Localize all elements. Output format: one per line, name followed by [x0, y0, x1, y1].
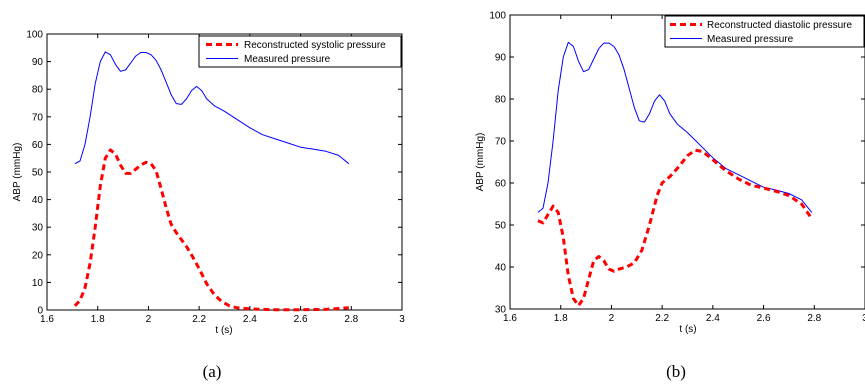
y-tick-label: 100: [26, 30, 43, 41]
y-tick-label: 30: [495, 305, 507, 316]
x-tick-label: 2.6: [757, 313, 771, 324]
x-tick-label: 3: [399, 314, 405, 325]
x-tick-label: 1.6: [40, 314, 54, 325]
x-axis-label-a: t (s): [215, 325, 232, 336]
series-line-reconstructed-a: [73, 148, 349, 312]
plot-area-b: [509, 14, 865, 310]
y-tick-label: 0: [37, 306, 43, 317]
legend-box-a: [198, 35, 402, 68]
x-tick-label: 2.4: [706, 313, 720, 324]
legend-label-measured-b: Measured pressure: [707, 34, 794, 45]
y-tick-label: 70: [32, 112, 44, 123]
x-tick-label: 2.8: [807, 313, 821, 324]
panel-caption-b: (b): [666, 362, 686, 381]
x-tick-label: 2.6: [294, 314, 308, 325]
y-tick-label: 100: [489, 11, 506, 22]
chart-panel-b: 1.6 1.8 2 2.2 2.4 2.6 2.8 3 30 40 50 60 70 80 90 100 Re…: [475, 11, 865, 381]
x-tick-label: 2: [609, 313, 615, 324]
x-tick-label: 2.4: [243, 314, 257, 325]
y-tick-label: 80: [495, 95, 507, 106]
y-axis-label-b: ABP (mmHg): [475, 133, 486, 192]
y-tick-label: 60: [495, 179, 507, 190]
legend-b: Reconstructed diastolic pressure Measure…: [664, 15, 865, 48]
x-tick-label: 2.2: [655, 313, 669, 324]
series-line-measured-b: [537, 41, 813, 213]
x-tick-label: 3: [862, 313, 865, 324]
axis-ticks-b: 1.6 1.8 2 2.2 2.4 2.6 2.8 3 30 40 50 60 70 80 90 100: [489, 11, 865, 324]
y-tick-label: 20: [32, 250, 44, 261]
x-tick-label: 1.6: [503, 313, 517, 324]
legend-label-measured-a: Measured pressure: [244, 54, 331, 65]
series-layer-a: [73, 51, 350, 312]
series-line-reconstructed-b: [537, 148, 814, 308]
x-tick-label: 2.8: [344, 314, 358, 325]
y-tick-label: 10: [32, 278, 44, 289]
series-layer-b: [537, 41, 814, 308]
x-axis-label-b: t (s): [679, 324, 696, 335]
y-tick-label: 80: [32, 85, 44, 96]
x-tick-label: 2: [146, 314, 152, 325]
legend-label-reconstructed-systolic: Reconstructed systolic pressure: [244, 40, 386, 51]
chart-panel-a: 1.6 1.8 2 2.2 2.4 2.6 2.8 301020304050607080901…: [12, 30, 405, 382]
y-tick-label: 50: [32, 168, 44, 179]
y-tick-label: 90: [32, 57, 44, 68]
y-tick-label: 50: [495, 221, 507, 232]
y-axis-label-a: ABP (mmHg): [12, 143, 23, 202]
y-tick-label: 90: [495, 53, 507, 64]
x-tick-label: 1.8: [554, 313, 568, 324]
y-tick-label: 70: [495, 137, 507, 148]
y-tick-label: 40: [32, 195, 44, 206]
legend-a: Reconstructed systolic pressure Measured…: [198, 35, 402, 68]
y-tick-label: 40: [495, 263, 507, 274]
plot-area-a: [46, 33, 403, 311]
series-line-measured-a: [74, 51, 350, 165]
axis-ticks-a: 1.6 1.8 2 2.2 2.4 2.6 2.8 301020304050607080901…: [26, 30, 405, 326]
panel-caption-a: (a): [203, 362, 222, 381]
y-tick-label: 30: [32, 223, 44, 234]
x-tick-label: 1.8: [91, 314, 105, 325]
y-tick-label: 60: [32, 140, 44, 151]
legend-box-b: [664, 15, 865, 48]
legend-label-reconstructed-diastolic: Reconstructed diastolic pressure: [707, 20, 853, 31]
x-tick-label: 2.2: [192, 314, 206, 325]
